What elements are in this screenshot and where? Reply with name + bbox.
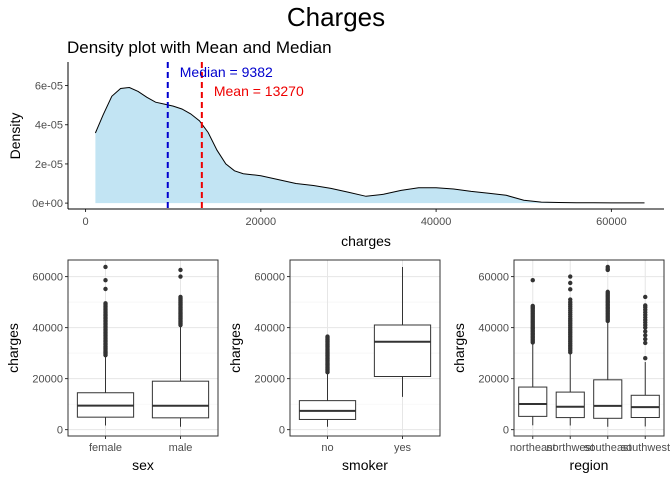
figure-title: Charges: [287, 2, 385, 32]
x-axis-label: region: [570, 457, 609, 473]
outlier-point: [530, 278, 535, 283]
outlier-point: [568, 280, 573, 286]
x-tick-label: northwest: [546, 442, 594, 454]
density-area: [95, 87, 645, 204]
x-tick-label: female: [89, 442, 122, 454]
density-subtitle: Density plot with Mean and Median: [67, 38, 332, 57]
density-x-label: charges: [341, 233, 391, 249]
box-northeast: [518, 386, 548, 417]
x-tick-label: northeast: [510, 442, 556, 454]
panel-border: [289, 259, 441, 437]
outlier-point: [178, 294, 183, 300]
x-axis-label: smoker: [342, 457, 388, 473]
outlier-point: [643, 356, 648, 361]
density-y-tick-label: 4e-05: [35, 120, 63, 132]
x-tick-label: male: [169, 442, 193, 454]
box-male: [151, 380, 210, 419]
x-tick-label: southwest: [620, 442, 670, 454]
outlier-point: [103, 301, 108, 306]
median-label: Median = 9382: [180, 64, 273, 80]
panel-border: [67, 259, 219, 437]
y-tick-label: 40000: [32, 323, 63, 335]
x-tick-label: no: [321, 442, 333, 454]
y-tick-label: 40000: [478, 323, 509, 335]
outlier-point: [643, 294, 648, 300]
outlier-point: [643, 333, 648, 338]
density-y-tick-label: 0e+00: [32, 198, 63, 210]
density-curve: [94, 86, 645, 204]
y-tick-label: 60000: [254, 272, 285, 284]
outlier-point: [178, 267, 183, 273]
density-y-tick-label: 6e-05: [35, 81, 63, 93]
boxplot-panels: 0 20000 40000 60000 female male sex charges 0 200…: [5, 259, 670, 473]
boxplot-panel-smoker: 0 20000 40000 60000 no yes smoker charges: [227, 259, 441, 473]
density-x-ticks: 0 20000 40000 60000: [82, 209, 627, 228]
box-southeast: [593, 379, 623, 419]
y-tick-label: 20000: [254, 374, 285, 386]
density-x-tick-label: 0: [82, 216, 88, 228]
y-tick-label: 60000: [478, 272, 509, 284]
outlier-point: [178, 274, 183, 279]
density-x-tick-label: 20000: [246, 216, 277, 228]
outlier-point: [530, 303, 535, 309]
outlier-point: [325, 334, 330, 339]
x-tick-label: southeast: [584, 442, 632, 454]
outlier-point: [605, 266, 610, 272]
outlier-point: [568, 274, 573, 279]
x-tick-label: yes: [394, 442, 412, 454]
y-tick-label: 60000: [32, 272, 63, 284]
outlier-point: [568, 287, 573, 292]
y-tick-label: 0: [279, 425, 285, 437]
outlier-point: [643, 340, 648, 346]
outlier-point: [103, 278, 108, 283]
box-yes: [373, 324, 432, 378]
y-axis-label: charges: [5, 323, 21, 373]
density-y-label: Density: [7, 113, 23, 160]
density-panel: Density plot with Mean and Median 0e+00 2…: [7, 38, 664, 249]
y-tick-label: 40000: [254, 323, 285, 335]
panel-border: [513, 259, 665, 437]
density-y-ticks: 0e+00 2e-05 4e-05 6e-05: [32, 81, 68, 210]
y-tick-label: 20000: [478, 374, 509, 386]
density-x-tick-label: 40000: [421, 216, 452, 228]
y-axis-label: charges: [227, 323, 243, 373]
box-northwest: [555, 391, 585, 419]
mean-label: Mean = 13270: [214, 83, 304, 99]
outlier-point: [605, 289, 610, 295]
outlier-point: [643, 303, 648, 308]
y-tick-label: 0: [503, 425, 509, 437]
x-axis-label: sex: [132, 457, 154, 473]
outlier-point: [643, 336, 648, 342]
outlier-point: [103, 264, 108, 270]
y-axis-label: charges: [451, 323, 467, 373]
outlier-point: [643, 329, 648, 334]
boxplot-panel-region: 0 20000 40000 60000 northeastnorthwestsouthe…: [451, 259, 670, 473]
boxplot-panel-sex: 0 20000 40000 60000 female male sex charges: [5, 259, 219, 473]
y-tick-label: 20000: [32, 374, 63, 386]
density-x-tick-label: 60000: [596, 216, 627, 228]
outlier-point: [103, 286, 108, 292]
y-tick-label: 0: [57, 425, 63, 437]
outlier-point: [568, 297, 573, 302]
density-y-tick-label: 2e-05: [35, 159, 63, 171]
